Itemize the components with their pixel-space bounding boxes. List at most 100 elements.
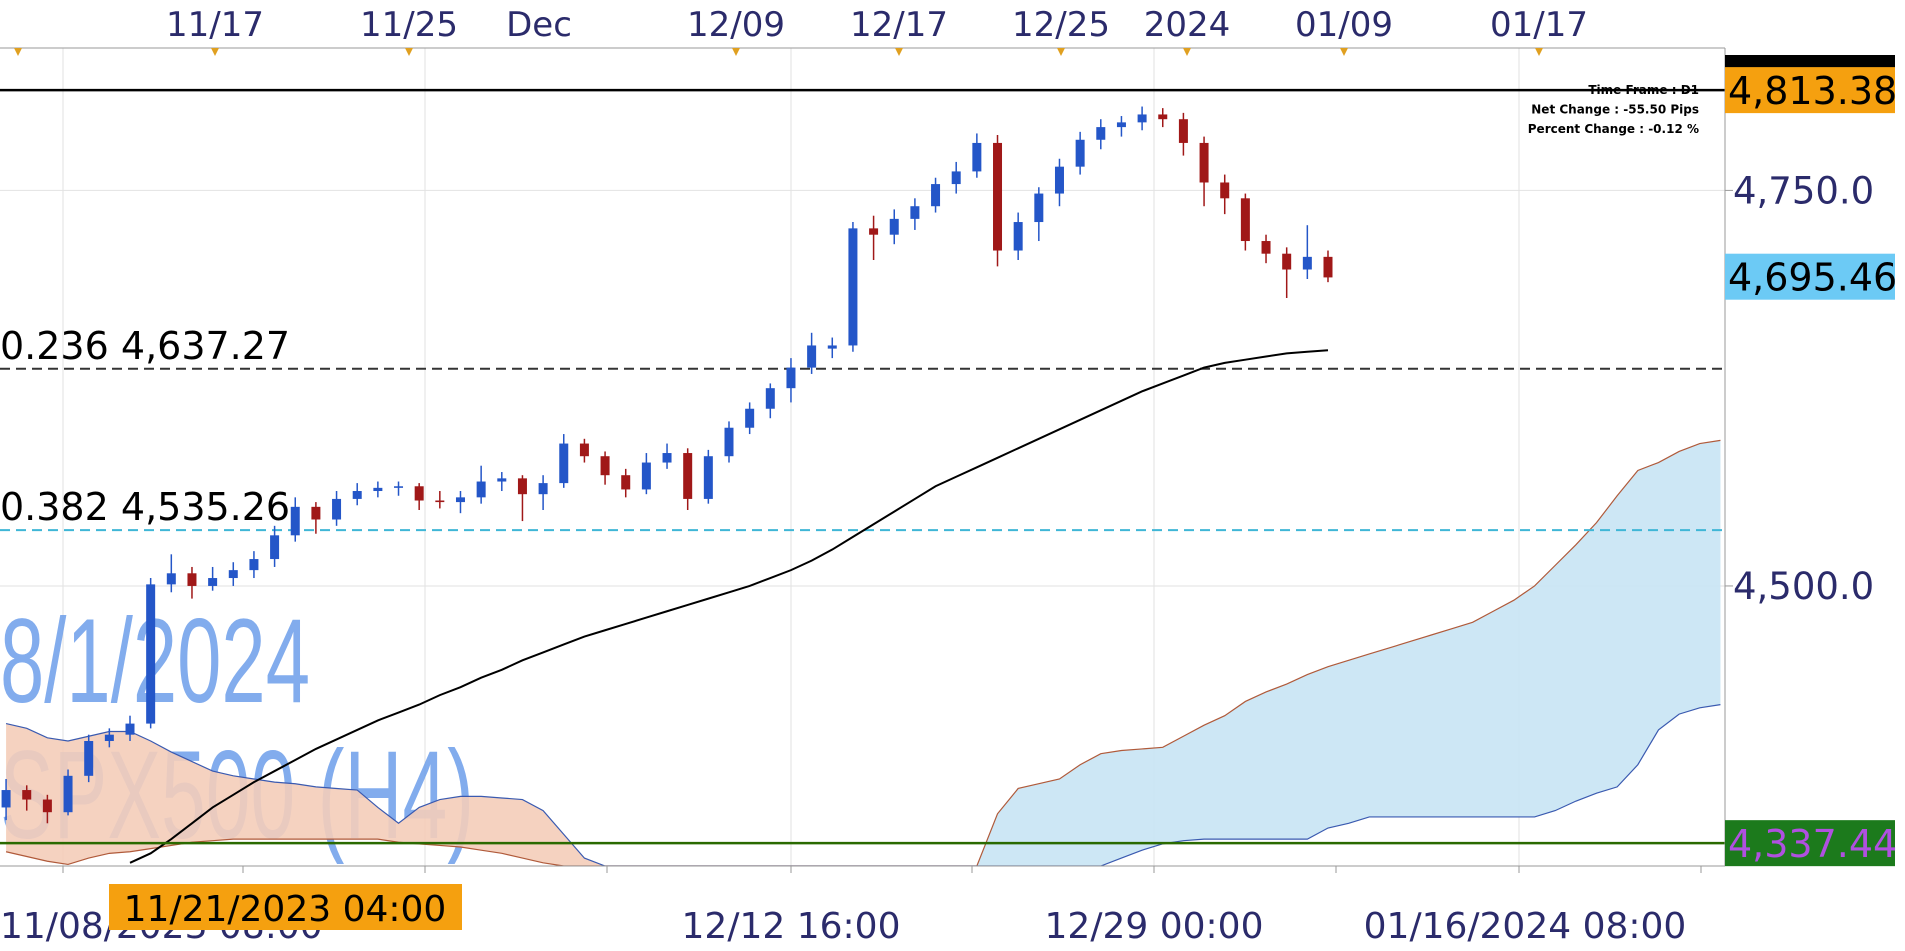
candle-body [1261,241,1271,254]
candle-body [931,184,941,207]
candle-body [765,388,775,409]
price-tag-label: 4,813.38 [1728,69,1897,113]
candle-body [42,799,52,813]
candle-body [1240,198,1250,242]
candle-body [1013,222,1023,251]
candle-body [641,462,651,490]
price-tag-box [1725,820,1895,867]
candle-body [993,142,1003,251]
candle-body [455,497,465,503]
candle-body [1199,142,1209,183]
info-line: Time Frame : D1 [1588,83,1699,97]
candle-body [290,506,300,536]
candle-body [579,443,589,457]
plot-area: 8/1/2024SPX500 (H4) [0,88,1725,866]
bottom-time-label: 12/29 00:00 [1045,906,1264,947]
candle-body [807,345,817,368]
candle-body [1178,119,1188,143]
level-price: 4,637.27 [121,324,290,368]
info-line: Percent Change : -0.12 % [1528,122,1699,136]
candle-body [827,345,837,349]
candle-body [125,723,135,735]
candle-body [435,500,445,503]
candle-body [703,456,713,499]
candle-body [249,559,259,571]
candle-body [1,790,11,808]
candle-body [208,578,218,586]
price-tag-label: 4,695.46 [1728,256,1897,300]
candle-body [146,584,156,724]
candle-body [1116,122,1126,128]
candle-body [22,790,32,800]
candle-body [786,367,796,389]
time-marker [1340,48,1348,56]
axes: 4,500.0 4,750.0 4,813.38 4,695.46 4,337.44 11… [0,5,1897,947]
cursor-time-label: 11/21/2023 04:00 [124,889,447,930]
candle-body [538,483,548,495]
candle-body [745,408,755,428]
cursor-time-box [109,884,462,930]
price-tag-label: 4,337.44 [1728,822,1897,866]
top-time-label: Dec [506,5,572,45]
level-label: 0.236 4,637.27 [0,324,290,368]
candle-body [497,478,507,482]
candle-body [517,478,527,495]
bottom-time-label: 12/12 16:00 [682,906,901,947]
candle-body [104,734,114,742]
cloud-span-b [5,704,1721,866]
top-time-label: 2024 [1144,5,1231,45]
time-marker [1535,48,1543,56]
candle-body [414,486,424,501]
candle-body [84,741,94,776]
top-time-label: 12/09 [687,5,785,45]
candle-body [869,228,879,235]
candle-body [910,206,920,219]
time-marker [1057,48,1065,56]
time-marker [211,48,219,56]
top-time-label: 11/17 [166,5,264,45]
candle-body [1158,114,1168,120]
candle-body [559,443,569,484]
candle-body [1075,139,1085,167]
time-marker [14,48,22,56]
candle-body [1034,193,1044,223]
candle-body [621,475,631,490]
candle-body [476,481,486,498]
top-time-label: 12/25 [1012,5,1110,45]
overlay: 0.236 4,637.27 0.382 4,535.26 Time Frame :… [0,83,1699,529]
top-time-label: 12/17 [850,5,948,45]
price-tag-box [1725,253,1895,300]
candle-body [662,453,672,463]
cloud-area [6,723,606,866]
hidden-tag [1725,55,1895,69]
moving-average [129,349,1329,864]
candle-body [600,456,610,476]
price-tag-box [1725,67,1895,114]
candle-body [311,506,321,520]
time-marker [1183,48,1191,56]
y-tick-label: 4,750.0 [1733,169,1874,212]
candle-body [352,491,362,499]
candle-body [683,453,693,499]
time-marker [895,48,903,56]
candle-body [187,573,197,586]
top-time-label: 01/09 [1295,5,1393,45]
time-marker [732,48,740,56]
candle-body [63,775,73,813]
candle-body [1137,114,1147,123]
candle-body [848,228,858,346]
cloud-area [605,440,1721,866]
candle-body [972,142,982,172]
candle-body [889,218,899,235]
y-tick-label: 4,500.0 [1733,565,1874,608]
level-label: 0.382 4,535.26 [0,485,290,529]
level-ratio: 0.236 [0,324,109,368]
bottom-time-label: 01/16/2024 08:00 [1364,906,1687,947]
candle-body [394,486,404,488]
candle-body [724,427,734,457]
level-ratio: 0.382 [0,485,109,529]
top-time-label: 11/25 [360,5,458,45]
candle-body [373,487,383,492]
